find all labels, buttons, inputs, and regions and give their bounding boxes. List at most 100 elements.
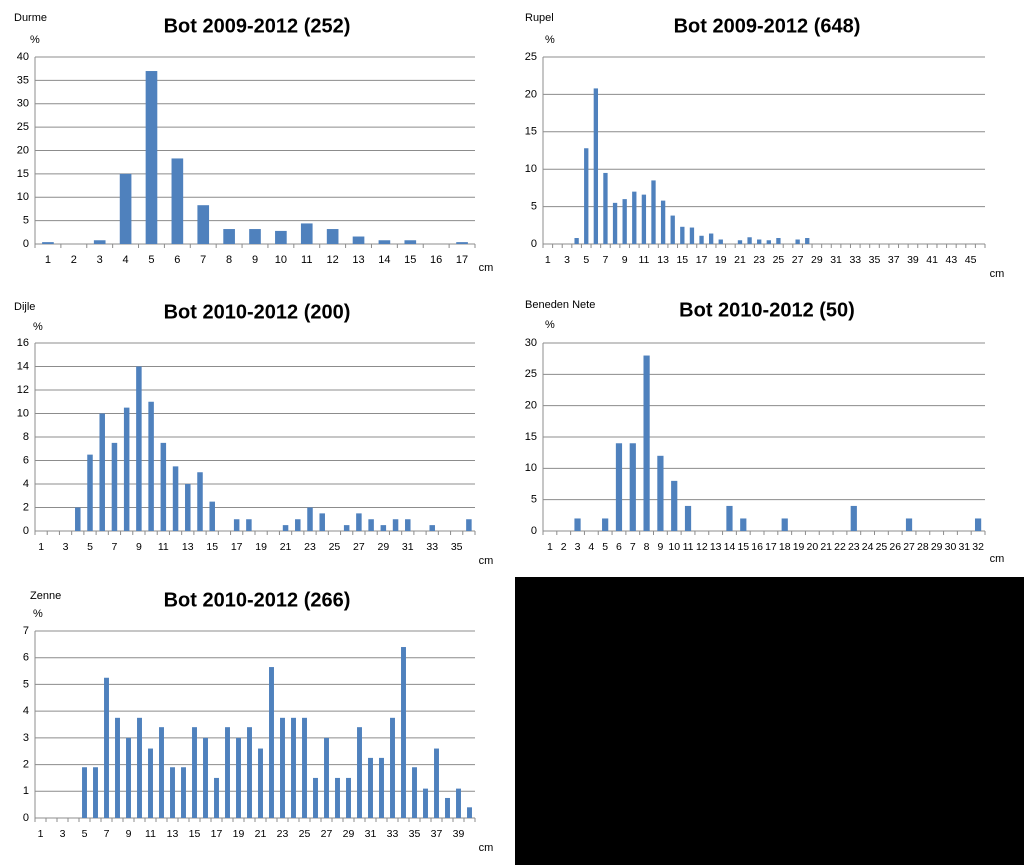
x-tick-label: 4 (123, 254, 129, 266)
x-tick-label: 27 (321, 828, 333, 840)
x-tick-label: 19 (793, 541, 805, 553)
y-axis-label: % (33, 608, 43, 620)
y-tick-label: 15 (17, 168, 29, 180)
bar (302, 717, 307, 818)
bar (379, 757, 384, 818)
bar (766, 240, 771, 244)
bar (119, 173, 132, 244)
x-tick-label: 5 (583, 254, 589, 266)
x-tick-label: 13 (352, 254, 364, 266)
x-tick-label: 1 (545, 254, 551, 266)
bar (412, 767, 417, 818)
location-label: Beneden Nete (525, 299, 595, 311)
bar (380, 525, 387, 531)
x-tick-label: 24 (862, 541, 874, 553)
x-tick-label: 9 (252, 254, 258, 266)
x-tick-label: 1 (547, 541, 553, 553)
x-tick-label: 17 (456, 254, 468, 266)
bar (643, 355, 650, 531)
x-tick-label: 29 (343, 828, 355, 840)
x-tick-label: 15 (206, 541, 218, 553)
bar (574, 518, 581, 531)
x-tick-label: 3 (575, 541, 581, 553)
bar (757, 239, 762, 244)
bar (126, 737, 131, 818)
bar (148, 748, 153, 818)
x-tick-label: 14 (378, 254, 390, 266)
bar (390, 717, 395, 818)
bar (747, 237, 752, 244)
x-tick-label: 29 (377, 541, 389, 553)
bar (136, 366, 142, 531)
x-tick-label: 9 (657, 541, 663, 553)
y-tick-label: 20 (17, 144, 29, 156)
x-tick-label: 25 (773, 254, 785, 266)
x-tick-label: 8 (644, 541, 650, 553)
x-tick-label: 41 (926, 254, 938, 266)
bar (602, 518, 609, 531)
x-tick-label: 22 (834, 541, 846, 553)
bar (671, 480, 678, 531)
y-tick-label: 4 (23, 478, 29, 490)
x-tick-label: 45 (965, 254, 977, 266)
y-tick-label: 20 (525, 88, 537, 100)
x-tick-label: 25 (876, 541, 888, 553)
x-tick-label: 1 (38, 828, 44, 840)
bar (660, 200, 666, 244)
bar (197, 472, 203, 531)
x-tick-label: 9 (136, 541, 142, 553)
x-tick-label: 19 (715, 254, 727, 266)
y-tick-label: 40 (17, 51, 29, 63)
bar (42, 242, 54, 244)
bar (680, 226, 685, 244)
x-tick-label: 15 (676, 254, 688, 266)
bar (145, 71, 158, 245)
bar (115, 717, 120, 818)
bar (612, 202, 618, 244)
x-tick-label: 26 (889, 541, 901, 553)
y-tick-label: 7 (23, 625, 29, 637)
x-tick-label: 2 (561, 541, 567, 553)
x-tick-label: 3 (63, 541, 69, 553)
y-tick-label: 10 (525, 163, 537, 175)
bar (622, 199, 627, 244)
bar (269, 667, 274, 818)
bar (87, 454, 93, 531)
x-tick-label: 21 (255, 828, 267, 840)
y-tick-label: 6 (23, 454, 29, 466)
bar (632, 191, 637, 244)
x-tick-label: 21 (280, 541, 292, 553)
chart-title: Bot 2010-2012 (200) (164, 301, 351, 323)
y-tick-label: 0 (23, 238, 29, 250)
bar (319, 513, 325, 531)
x-tick-label: 37 (431, 828, 443, 840)
bar (343, 525, 350, 531)
x-tick-label: 25 (329, 541, 341, 553)
bar (324, 737, 329, 818)
x-tick-label: 23 (753, 254, 765, 266)
bar (429, 525, 435, 531)
x-tick-label: 33 (387, 828, 399, 840)
x-tick-label: 11 (683, 541, 694, 553)
bar (192, 727, 197, 818)
bar (974, 518, 982, 531)
bar (445, 797, 450, 818)
bar (280, 717, 285, 818)
y-tick-label: 30 (17, 98, 29, 110)
y-axis-label: % (545, 319, 555, 331)
bar (275, 230, 287, 244)
bar (405, 519, 411, 531)
x-axis-label: cm (479, 262, 494, 274)
bar (603, 172, 608, 244)
chart-title: Bot 2010-2012 (266) (164, 589, 351, 611)
y-tick-label: 15 (525, 126, 537, 138)
bar (209, 501, 215, 531)
y-tick-label: 5 (531, 494, 537, 506)
x-tick-label: 30 (945, 541, 957, 553)
bar (223, 229, 235, 244)
location-label: Dijle (14, 301, 35, 313)
bar (850, 505, 857, 531)
bar (584, 148, 589, 244)
black-panel (515, 577, 1024, 865)
x-tick-label: 11 (638, 254, 649, 266)
